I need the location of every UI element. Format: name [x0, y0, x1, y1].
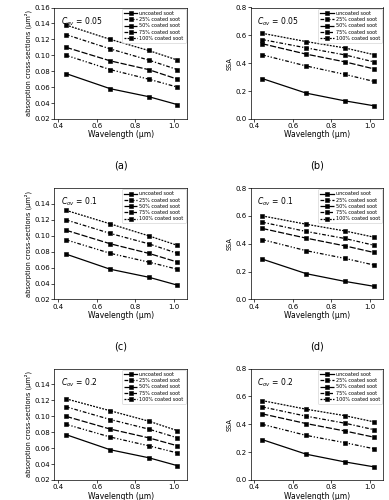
Text: (c): (c)	[114, 342, 127, 351]
X-axis label: Wavelength (μm): Wavelength (μm)	[284, 130, 350, 140]
Text: (d): (d)	[310, 342, 324, 351]
Text: $C_{ov}$ = 0.1: $C_{ov}$ = 0.1	[257, 196, 294, 208]
Y-axis label: SSA: SSA	[226, 418, 233, 430]
X-axis label: Wavelength (μm): Wavelength (μm)	[284, 311, 350, 320]
X-axis label: Wavelength (μm): Wavelength (μm)	[88, 492, 154, 500]
Legend: uncoated soot, 25% coated soot, 50% coated soot, 75% coated soot, 100% coated so: uncoated soot, 25% coated soot, 50% coat…	[122, 190, 186, 223]
Legend: uncoated soot, 25% coated soot, 50% coated soot, 75% coated soot, 100% coated so: uncoated soot, 25% coated soot, 50% coat…	[318, 190, 382, 223]
Legend: uncoated soot, 25% coated soot, 50% coated soot, 75% coated soot, 100% coated so: uncoated soot, 25% coated soot, 50% coat…	[122, 370, 186, 404]
Text: (b): (b)	[310, 160, 324, 170]
Text: $C_{ov}$ = 0.05: $C_{ov}$ = 0.05	[257, 16, 299, 28]
X-axis label: Wavelength (μm): Wavelength (μm)	[88, 130, 154, 140]
Legend: uncoated soot, 25% coated soot, 50% coated soot, 75% coated soot, 100% coated so: uncoated soot, 25% coated soot, 50% coat…	[318, 370, 382, 404]
Legend: uncoated soot, 25% coated soot, 50% coated soot, 75% coated soot, 100% coated so: uncoated soot, 25% coated soot, 50% coat…	[318, 9, 382, 42]
Text: $C_{ov}$ = 0.2: $C_{ov}$ = 0.2	[257, 376, 293, 389]
X-axis label: Wavelength (μm): Wavelength (μm)	[88, 311, 154, 320]
Y-axis label: absorption cross-sections (μm²): absorption cross-sections (μm²)	[24, 10, 32, 117]
X-axis label: Wavelength (μm): Wavelength (μm)	[284, 492, 350, 500]
Y-axis label: SSA: SSA	[226, 57, 233, 70]
Y-axis label: SSA: SSA	[226, 238, 233, 250]
Text: $C_{ov}$ = 0.2: $C_{ov}$ = 0.2	[61, 376, 97, 389]
Text: $C_{ov}$ = 0.05: $C_{ov}$ = 0.05	[61, 16, 103, 28]
Text: $C_{ov}$ = 0.1: $C_{ov}$ = 0.1	[61, 196, 98, 208]
Y-axis label: absorption cross-sections (μm²): absorption cross-sections (μm²)	[24, 371, 32, 478]
Legend: uncoated soot, 25% coated soot, 50% coated soot, 75% coated soot, 100% coated so: uncoated soot, 25% coated soot, 50% coat…	[122, 9, 186, 42]
Y-axis label: absorption cross-sections (μm²): absorption cross-sections (μm²)	[24, 190, 32, 297]
Text: (a): (a)	[114, 160, 128, 170]
